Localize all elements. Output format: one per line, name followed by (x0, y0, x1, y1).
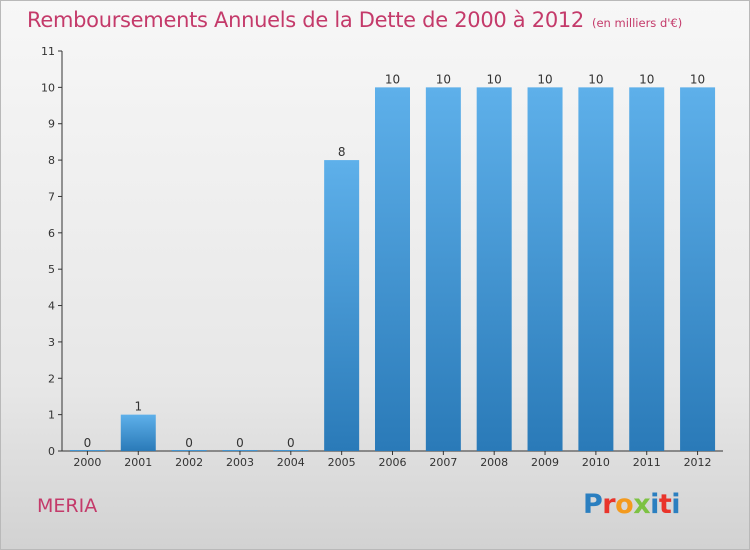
chart-title: Remboursements Annuels de la Dette de 20… (27, 8, 682, 32)
bar-value-label: 10 (588, 72, 603, 86)
bar-value-label: 8 (338, 145, 346, 159)
bar-value-label: 0 (287, 436, 295, 450)
y-tick-label: 8 (48, 154, 55, 167)
x-tick-label: 2006 (379, 456, 407, 469)
x-tick-label: 2011 (633, 456, 661, 469)
bar-value-label: 10 (690, 72, 705, 86)
y-tick-label: 11 (41, 45, 55, 58)
bar (680, 87, 716, 451)
chart-title-text: Remboursements Annuels de la Dette de 20… (27, 8, 584, 32)
logo-letter: i (650, 489, 659, 520)
bar (171, 450, 207, 451)
bar (629, 87, 665, 451)
bar (476, 87, 512, 451)
bar-value-label: 0 (236, 436, 244, 450)
y-tick-label: 2 (48, 372, 55, 385)
y-tick-label: 5 (48, 263, 55, 276)
x-tick-label: 2004 (277, 456, 305, 469)
commune-name: MERIA (37, 495, 98, 517)
bar-value-label: 1 (134, 400, 142, 414)
x-tick-label: 2012 (684, 456, 712, 469)
logo-letter: i (671, 489, 681, 520)
bar (273, 450, 309, 451)
proxiti-logo: Proxiti (583, 489, 681, 520)
logo-letter: P (583, 489, 603, 520)
logo-letter: r (602, 489, 616, 520)
bar-value-label: 10 (436, 72, 451, 86)
x-tick-label: 2009 (531, 456, 559, 469)
bar (120, 414, 156, 451)
bar (578, 87, 614, 451)
y-tick-label: 0 (48, 445, 55, 458)
y-tick-label: 7 (48, 190, 55, 203)
bar-value-label: 10 (487, 72, 502, 86)
y-tick-label: 4 (48, 300, 55, 313)
bar-value-label: 0 (84, 436, 92, 450)
x-tick-label: 2007 (429, 456, 457, 469)
x-tick-label: 2000 (73, 456, 101, 469)
logo-letter: o (615, 489, 634, 520)
bar (324, 160, 360, 451)
y-tick-label: 6 (48, 227, 55, 240)
bar (222, 450, 258, 451)
logo-letter: t (658, 489, 672, 520)
x-tick-label: 2008 (480, 456, 508, 469)
bar-value-label: 10 (537, 72, 552, 86)
bar (527, 87, 563, 451)
bar-value-label: 10 (639, 72, 654, 86)
y-tick-label: 9 (48, 118, 55, 131)
x-tick-label: 2003 (226, 456, 254, 469)
y-tick-label: 10 (41, 81, 55, 94)
x-tick-label: 2010 (582, 456, 610, 469)
x-tick-label: 2001 (124, 456, 152, 469)
bar-value-label: 10 (385, 72, 400, 86)
x-tick-label: 2005 (328, 456, 356, 469)
y-tick-label: 3 (48, 336, 55, 349)
x-tick-label: 2002 (175, 456, 203, 469)
y-tick-label: 1 (48, 409, 55, 422)
logo-letter: x (633, 489, 651, 520)
bar (425, 87, 461, 451)
bar (375, 87, 410, 451)
bar (69, 450, 105, 451)
chart-subtitle: (en milliers d'€) (592, 16, 683, 30)
bar-value-label: 0 (185, 436, 193, 450)
